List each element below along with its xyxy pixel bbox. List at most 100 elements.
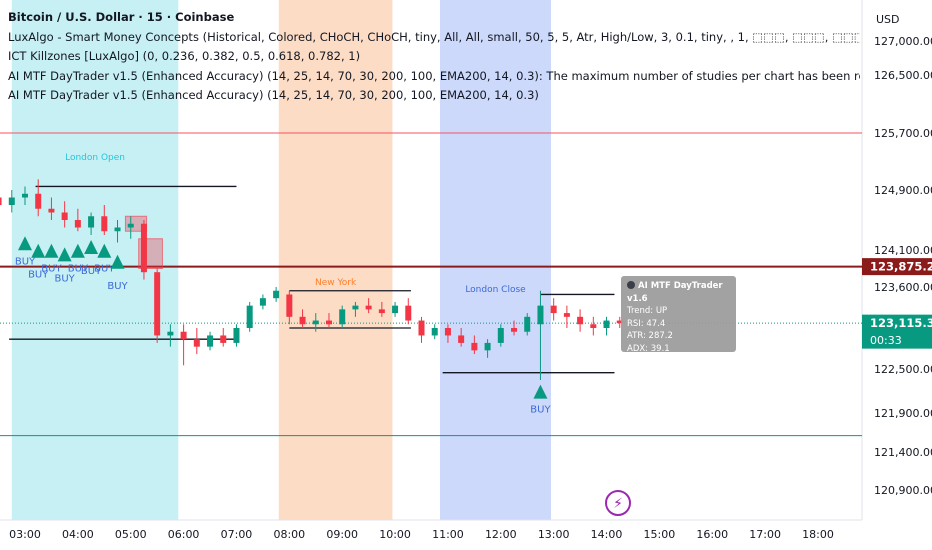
price-tick-label: 124,900.00 [874,184,932,197]
price-tick-label: 121,400.00 [874,446,932,459]
candle-body [101,216,108,232]
buy-triangle [70,243,85,258]
candle-body [233,328,240,343]
tooltip-atr: ATR: 287.2 [627,331,673,341]
candle-body [154,272,161,336]
candle-body [273,290,280,299]
candle-body [286,294,293,317]
buy-label: BUY [107,281,128,292]
time-tick-label: 13:00 [538,528,570,541]
tooltip-trend: Trend: UP [627,306,668,316]
indicator-killzones[interactable]: ICT Killzones [LuxAlgo] (0, 0.236, 0.382… [8,49,361,63]
buy-triangle [97,243,112,258]
countdown-label: 00:33 [870,334,902,347]
buy-label: BUY [68,264,89,275]
chart-legend: Bitcoin / U.S. Dollar · 15 · Coinbase Lu… [8,8,860,106]
time-tick-label: 06:00 [168,528,200,541]
candle-body [114,227,121,232]
time-tick-label: 05:00 [115,528,147,541]
candle-body [325,320,332,325]
symbol-title[interactable]: Bitcoin / U.S. Dollar · 15 · Coinbase [8,10,235,24]
tooltip-rsi: RSI: 47.4 [627,318,666,329]
candle-body [378,309,385,314]
indicator-ai-mtf[interactable]: AI MTF DayTrader v1.5 (Enhanced Accuracy… [8,88,539,102]
price-badge-label: 123,115.32 [870,316,932,330]
candle-body [590,324,597,328]
time-tick-label: 17:00 [749,528,781,541]
price-badge-label: 123,875.25 [870,260,932,274]
time-tick-label: 11:00 [432,528,464,541]
killzone-sessions: London Open New York London Close [11,0,552,520]
candle-body [418,320,425,336]
candle-body [471,342,478,351]
candle-body [405,305,412,321]
session-label: London Close [465,285,526,295]
candle-body [35,193,42,209]
candle-body [511,328,518,332]
buy-label: BUY [530,405,551,416]
candle-body [259,298,266,306]
candle-body [392,305,399,314]
time-tick-label: 15:00 [644,528,676,541]
buy-label: BUY [41,264,62,275]
candle-body [352,305,359,310]
buy-triangle [110,254,125,269]
time-tick-label: 08:00 [273,528,305,541]
candle-body [431,328,438,336]
bot-icon [627,281,635,289]
candle-body [365,305,372,310]
session-bg [278,0,393,520]
buy-triangle [18,236,32,251]
time-tick-label: 09:00 [326,528,358,541]
indicator-ai-mtf-error[interactable]: AI MTF DayTrader v1.5 (Enhanced Accuracy… [8,68,860,83]
session-bg [11,0,179,520]
candle-body [484,342,491,351]
candle-body [458,335,465,343]
time-tick-label: 10:00 [379,528,411,541]
indicator-smc[interactable]: LuxAlgo - Smart Money Concepts (Historic… [8,29,860,44]
tooltip-title: AI MTF DayTrader v1.6 [627,281,723,304]
buy-triangle [44,243,59,258]
candle-body [140,223,147,273]
candle-body [180,331,187,340]
session-label: London Open [65,153,125,163]
buy-label: BUY [81,266,102,277]
lightning-icon[interactable]: ⚡ [605,490,631,516]
candle-body [497,328,504,343]
time-tick-label: 12:00 [485,528,517,541]
time-tick-label: 16:00 [696,528,728,541]
buy-triangle [57,247,72,262]
buy-triangle [533,384,548,399]
candle-body [246,305,253,328]
candle-body [524,316,531,332]
time-tick-label: 14:00 [591,528,623,541]
time-tick-label: 07:00 [221,528,253,541]
price-tick-label: 120,900.00 [874,484,932,497]
time-tick-label: 03:00 [9,528,41,541]
candle-body [616,320,623,324]
session-bg [440,0,552,520]
candle-body [603,320,610,328]
buy-label: BUY [55,273,76,284]
candle-body [127,223,134,228]
price-axis: 127,000.00 126,500.00 125,700.00 124,900.00… [874,35,932,497]
currency-button[interactable]: USD [876,13,900,26]
candle-body [74,220,81,228]
candle-body [339,309,346,325]
candle-body [88,216,95,228]
candle-body [207,335,214,347]
price-tick-label: 122,500.00 [874,363,932,376]
time-tick-label: 18:00 [802,528,834,541]
indicator-tooltip: AI MTF DayTrader v1.6 Trend: UP RSI: 47.… [621,276,736,354]
candle-body [0,197,2,205]
time-axis: 03:00 04:00 05:00 06:00 07:00 08:00 09:00 10:00… [9,528,834,541]
candle-body [312,320,319,325]
candle-body [220,335,227,343]
price-tick-label: 123,600.00 [874,281,932,294]
time-tick-label: 04:00 [62,528,94,541]
candle-body [8,197,15,205]
candles [0,179,623,380]
candle-body [577,316,584,325]
